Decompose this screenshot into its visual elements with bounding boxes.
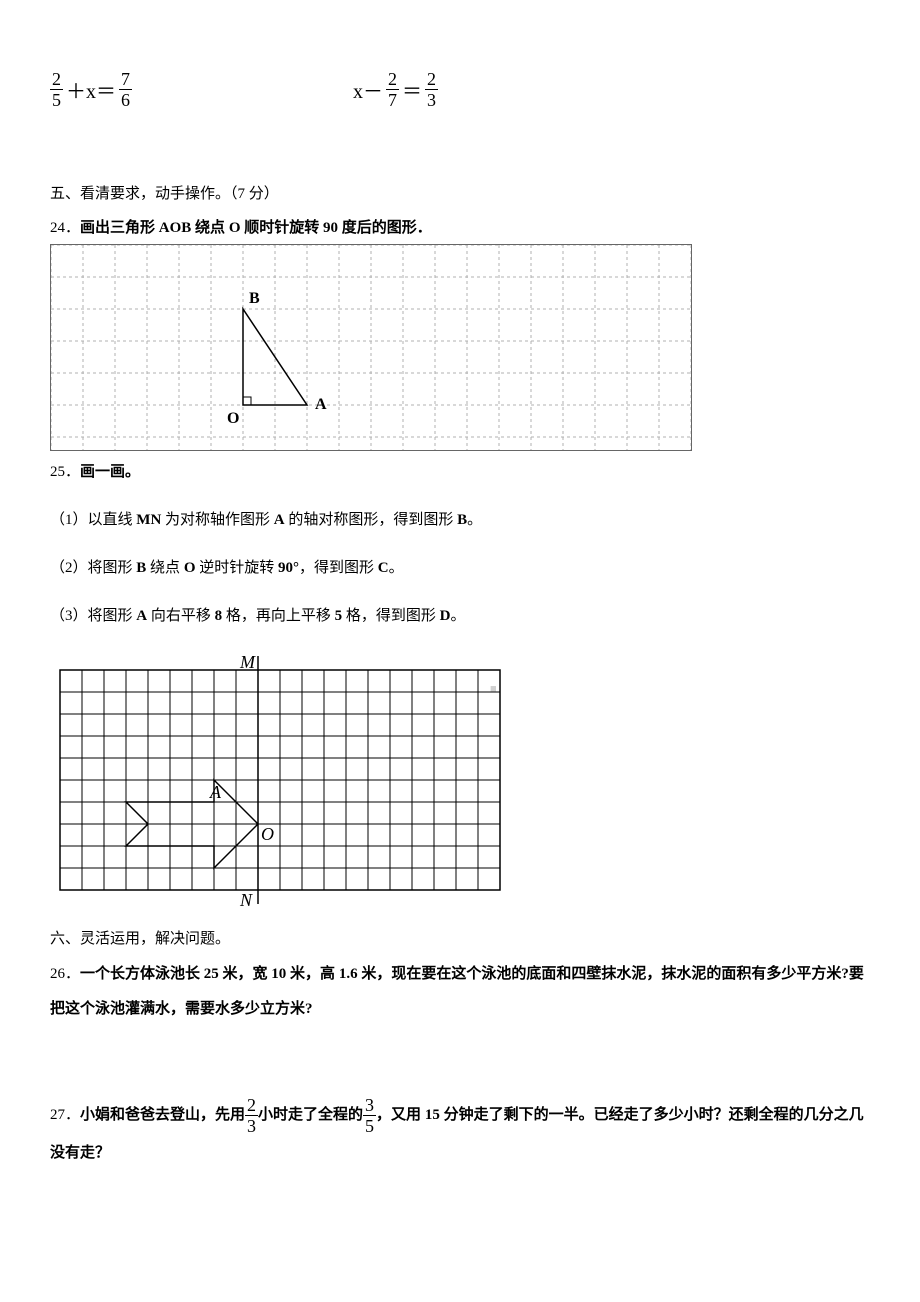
q25-2-paren: （2） <box>50 560 88 576</box>
eq2-frac1-den: 7 <box>386 91 399 109</box>
q24-num: 24． <box>50 220 80 236</box>
q27-b1: 15 <box>425 1107 440 1123</box>
q27-num: 27． <box>50 1107 80 1123</box>
q25-3-t2: 向右平移 <box>147 608 215 624</box>
q25-2-b2: O <box>184 560 196 576</box>
q26-num: 26． <box>50 966 80 982</box>
q27-frac1: 23 <box>245 1096 258 1135</box>
q25-3-t4: 格，得到图形 <box>342 608 440 624</box>
q27-f2-den: 5 <box>363 1117 376 1135</box>
eq1-frac1-num: 2 <box>50 70 63 88</box>
q25-3-t1: 将图形 <box>88 608 137 624</box>
q27-f1-num: 2 <box>245 1096 258 1114</box>
q24-m1: 绕点 <box>191 220 229 236</box>
q27-t2: 小时走了全程的 <box>258 1107 363 1123</box>
q25-1-b1: MN <box>136 512 161 528</box>
eq2-prefix: x－ <box>353 75 383 104</box>
q25-sub1: （1）以直线 MN 为对称轴作图形 A 的轴对称图形，得到图形 B。 <box>50 504 870 537</box>
q26-b3: 1.6 <box>339 966 358 982</box>
eq1-frac2: 7 6 <box>119 70 132 109</box>
q25-3-b1: A <box>136 608 147 624</box>
eq1-frac1: 2 5 <box>50 70 63 109</box>
q24-m2: 顺时针旋转 <box>240 220 323 236</box>
eq1-frac2-den: 6 <box>119 91 132 109</box>
q25-2-b4: C <box>378 560 389 576</box>
section6-title: 六、灵活运用，解决问题。 <box>50 924 870 956</box>
q25-3-b4: D <box>440 608 451 624</box>
q25-1-t1: 以直线 <box>88 512 137 528</box>
q26-t1: 一个长方体泳池长 <box>80 966 204 982</box>
q25-1-t3: 的轴对称图形，得到图形 <box>285 512 458 528</box>
q25-2-t1: 将图形 <box>88 560 137 576</box>
q25-grid: M N A O <box>50 648 520 918</box>
svg-text:A: A <box>209 782 222 802</box>
q24-end: 度后的图形． <box>338 220 432 236</box>
q27-t3: ，又用 <box>376 1107 425 1123</box>
q27-frac2: 35 <box>363 1096 376 1135</box>
q27-text: 27．小娟和爸爸去登山，先用23小时走了全程的35，又用 15 分钟走了剩下的一… <box>50 1096 870 1171</box>
svg-text:B: B <box>249 290 260 307</box>
q24-pre: 画出三角形 <box>80 220 159 236</box>
svg-text:O: O <box>227 410 239 427</box>
eq2-mid: ＝ <box>402 75 422 104</box>
q25-1-b3: B <box>457 512 467 528</box>
eq2-frac2: 2 3 <box>425 70 438 109</box>
q26-b1: 25 <box>204 966 219 982</box>
eq1-frac1-den: 5 <box>50 91 63 109</box>
q25-title: 画一画。 <box>80 464 140 480</box>
section5-title: 五、看清要求，动手操作。（7 分） <box>50 179 870 211</box>
q27-f1-den: 3 <box>245 1117 258 1135</box>
eq2-frac2-den: 3 <box>425 91 438 109</box>
page: 2 5 ＋x＝ 7 6 x－ 2 7 ＝ 2 3 <box>0 0 920 1302</box>
equations-row: 2 5 ＋x＝ 7 6 x－ 2 7 ＝ 2 3 <box>50 70 870 109</box>
q24-b1: AOB <box>159 220 192 236</box>
q25-1-b2: A <box>274 512 285 528</box>
q25-2-t3: 逆时针旋转 <box>195 560 278 576</box>
eq2-frac2-num: 2 <box>425 70 438 88</box>
svg-text:M: M <box>239 652 256 672</box>
q25-num: 25． <box>50 464 80 480</box>
svg-text:N: N <box>239 890 253 910</box>
q25-header: 25．画一画。 <box>50 457 870 489</box>
q27-f2-num: 3 <box>363 1096 376 1114</box>
eq2-frac1: 2 7 <box>386 70 399 109</box>
q25-1-t2: 为对称轴作图形 <box>161 512 274 528</box>
spacer <box>50 1026 870 1096</box>
q25-3-paren: （3） <box>50 608 88 624</box>
svg-text:A: A <box>315 396 327 413</box>
q25-2-b3: 90° <box>278 560 299 576</box>
q24-b2: O <box>229 220 241 236</box>
equation-2: x－ 2 7 ＝ 2 3 <box>350 70 610 109</box>
q25-1-paren: （1） <box>50 512 88 528</box>
q25-sub2: （2）将图形 B 绕点 O 逆时针旋转 90°，得到图形 C。 <box>50 552 870 585</box>
q25-3-t3: 格，再向上平移 <box>222 608 335 624</box>
q26-b2: 10 <box>271 966 286 982</box>
eq1-frac2-num: 7 <box>119 70 132 88</box>
q26-text: 26．一个长方体泳池长 25 米，宽 10 米，高 1.6 米，现在要在这个泳池… <box>50 957 870 1026</box>
q27-t1: 小娟和爸爸去登山，先用 <box>80 1107 245 1123</box>
q25-3-t5: 。 <box>451 608 466 624</box>
q26-t2: 米，宽 <box>219 966 272 982</box>
q26-t3: 米，高 <box>286 966 339 982</box>
q25-2-t4: ，得到图形 <box>299 560 378 576</box>
q24-text: 24．画出三角形 AOB 绕点 O 顺时针旋转 90 度后的图形． <box>50 213 870 245</box>
q25-sub3: （3）将图形 A 向右平移 8 格，再向上平移 5 格，得到图形 D。 <box>50 600 870 633</box>
q25-2-t5: 。 <box>389 560 404 576</box>
eq2-frac1-num: 2 <box>386 70 399 88</box>
q25-2-t2: 绕点 <box>146 560 184 576</box>
q25-1-t4: 。 <box>467 512 482 528</box>
q24-grid: B A O <box>50 244 692 451</box>
eq1-mid: ＋x＝ <box>66 75 116 104</box>
svg-text:O: O <box>261 824 274 844</box>
equation-1: 2 5 ＋x＝ 7 6 <box>50 70 350 109</box>
q24-b3: 90 <box>323 220 338 236</box>
q25-2-b1: B <box>136 560 146 576</box>
